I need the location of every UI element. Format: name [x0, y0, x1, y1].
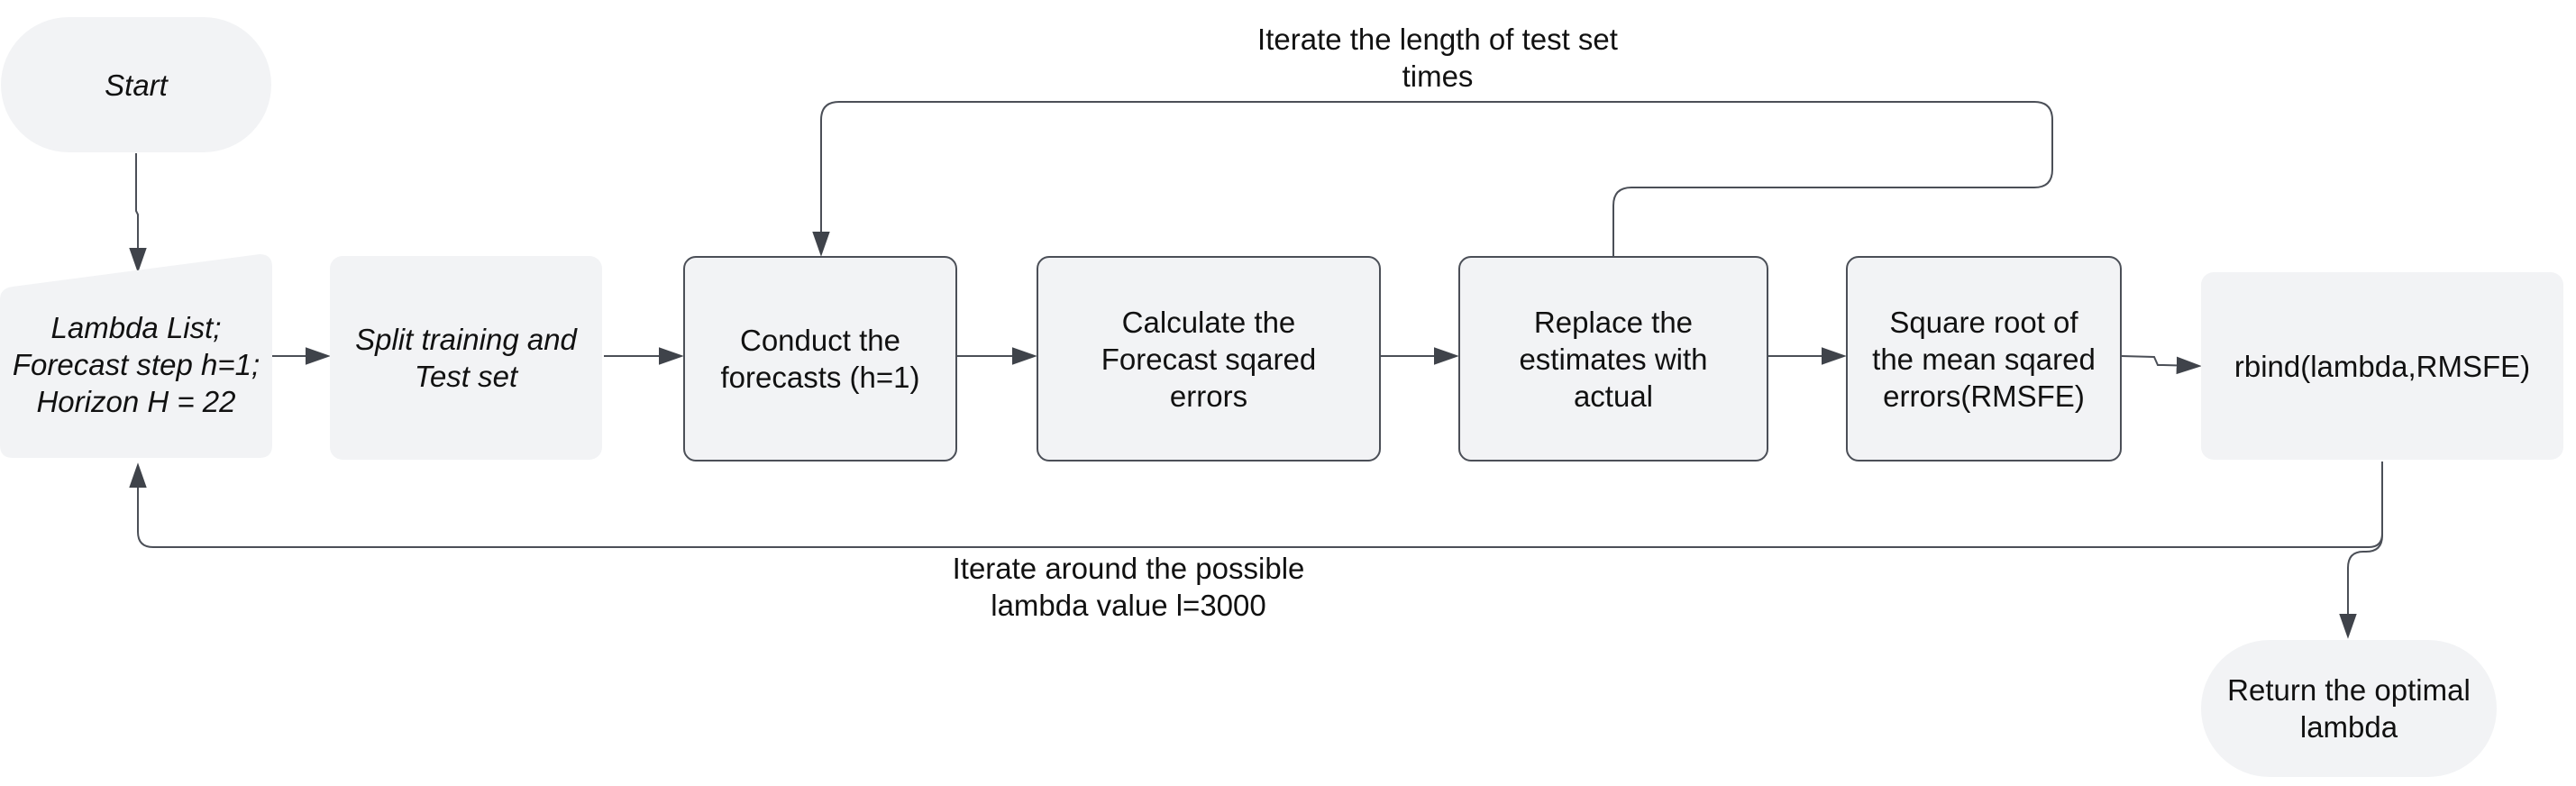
return-node: Return the optimal lambda [2201, 640, 2497, 777]
calculate-node: Calculate the Forecast sqared errors [1037, 256, 1381, 462]
return-label: Return the optimal lambda [2227, 673, 2471, 744]
start-label: Start [105, 68, 168, 102]
lambda-list-label: Lambda List; Forecast step h=1; Horizon … [12, 310, 260, 418]
conduct-label: Conduct the forecasts (h=1) [720, 324, 920, 394]
arrow-sqrt-to-rbind [2121, 355, 2202, 375]
sqrt-node: Square root of the mean sqared errors(RM… [1846, 256, 2122, 462]
arrow-start-to-lambda [129, 153, 147, 273]
conduct-node: Conduct the forecasts (h=1) [683, 256, 957, 462]
loop-bottom-label: Iterate around the possible lambda value… [952, 552, 1305, 622]
split-label: Split training and Test set [355, 323, 577, 393]
rbind-node: rbind(lambda,RMSFE) [2201, 272, 2563, 460]
replace-label: Replace the estimates with actual [1519, 305, 1708, 413]
arrow-rbind-to-return [2339, 462, 2383, 639]
lambda-list-node: Lambda List; Forecast step h=1; Horizon … [0, 270, 272, 458]
loop-bottom-connector [129, 462, 2383, 548]
loop-top-label: Iterate the length of test set times [1257, 23, 1618, 93]
loop-top-connector [812, 101, 2053, 257]
sqrt-label: Square root of the mean sqared errors(RM… [1872, 305, 2096, 413]
rbind-label: rbind(lambda,RMSFE) [2233, 349, 2531, 383]
calculate-label: Calculate the Forecast sqared errors [1101, 305, 1317, 413]
lambda-list-shape [0, 254, 272, 458]
start-node: Start [1, 17, 271, 152]
split-node: Split training and Test set [330, 256, 602, 460]
replace-node: Replace the estimates with actual [1458, 256, 1768, 462]
